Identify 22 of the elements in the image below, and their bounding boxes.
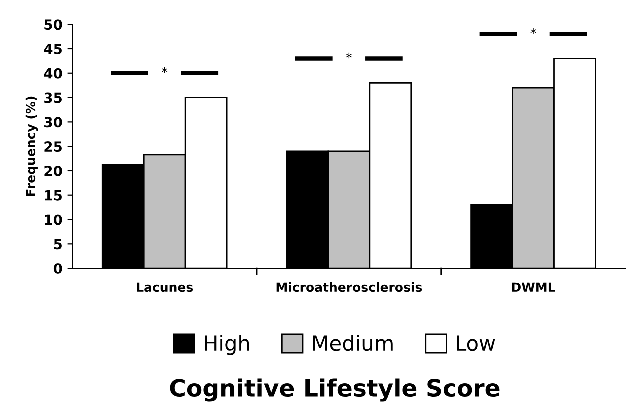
legend-label: Low — [457, 336, 496, 352]
annotation: * — [530, 28, 536, 34]
x-tick-label: Lacunes — [137, 282, 194, 292]
y-tick-label: 5 — [54, 239, 62, 250]
y-tick-label: 40 — [44, 68, 62, 79]
y-tick-label: 50 — [44, 20, 62, 30]
y-tick-label: 10 — [45, 214, 62, 226]
y-axis-title: Frequency (%) — [26, 96, 38, 196]
y-tick-label: 35 — [44, 92, 62, 104]
y-tick-label: 25 — [44, 142, 62, 152]
legend-label: High — [205, 335, 250, 356]
annotation: * — [162, 68, 168, 74]
annotation: * — [346, 52, 352, 59]
y-tick-label: 45 — [44, 44, 62, 54]
legend-label: Medium — [313, 335, 393, 352]
legend-title: Cognitive Lifestyle Score — [170, 378, 500, 402]
y-tick-label: 20 — [44, 166, 62, 176]
x-tick-label: Microatherosclerosis — [276, 282, 422, 292]
y-tick-label: 0 — [54, 264, 62, 274]
y-tick-label: 30 — [44, 117, 62, 128]
x-tick-label: DWML — [512, 282, 556, 292]
y-tick-label: 15 — [45, 190, 62, 201]
